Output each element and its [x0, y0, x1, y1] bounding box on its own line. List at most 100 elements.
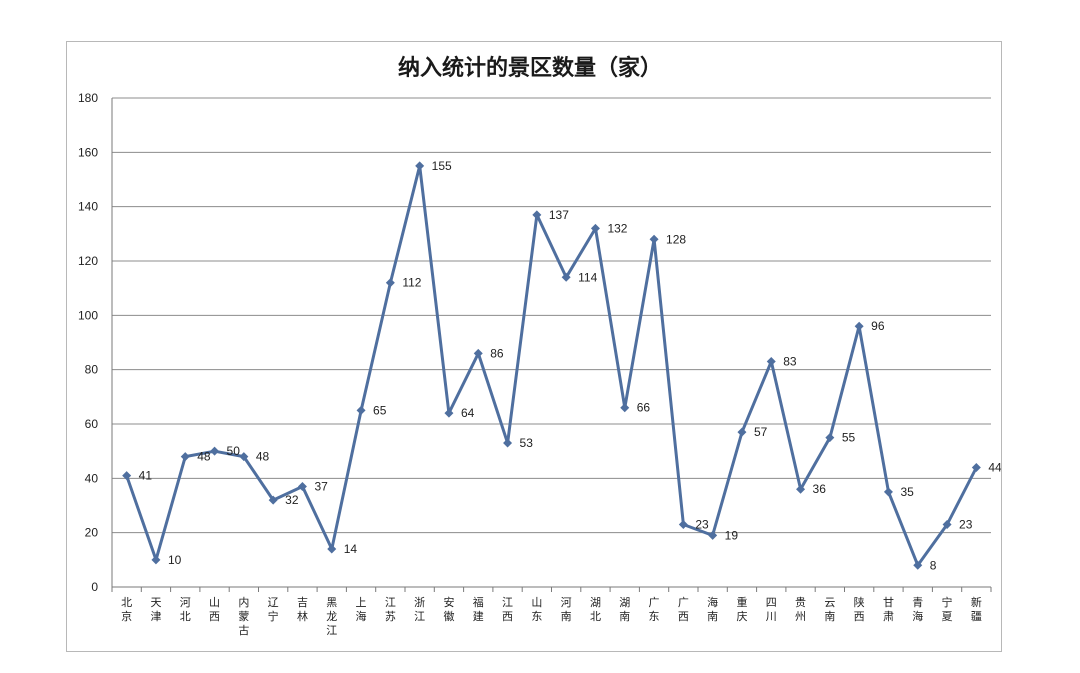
data-label: 57	[754, 425, 768, 439]
data-point	[854, 321, 864, 331]
x-tick-label-char: 海	[356, 609, 367, 623]
x-tick-label: 吉林	[297, 596, 308, 623]
x-tick-label: 山西	[209, 596, 220, 623]
x-tick-label-char: 海	[707, 595, 718, 609]
data-label: 48	[256, 450, 270, 464]
x-tick-label-char: 西	[854, 610, 865, 623]
y-tick-label: 100	[78, 308, 98, 322]
data-label: 66	[637, 401, 651, 415]
y-axis-ticks: 0 20 40 60 80 100 120 140 160 180	[78, 91, 98, 594]
x-tick-label: 广东	[649, 596, 660, 623]
data-label: 37	[314, 479, 328, 493]
x-tick-label: 浙江	[414, 596, 425, 623]
x-tick-label: 江西	[502, 596, 513, 623]
data-label: 114	[578, 270, 597, 284]
x-tick-label-char: 河	[561, 596, 572, 609]
data-point	[297, 481, 307, 491]
data-point	[327, 544, 337, 554]
data-label: 112	[402, 276, 421, 290]
x-tick-label-char: 徽	[443, 609, 454, 623]
x-tick-label: 内蒙古	[238, 595, 249, 637]
x-tick-label: 陕西	[854, 595, 865, 623]
data-point	[210, 446, 220, 456]
data-label: 41	[139, 469, 153, 483]
x-tick-label-char: 古	[238, 624, 249, 637]
data-label: 19	[725, 528, 739, 542]
data-label: 65	[373, 403, 387, 417]
x-tick-label-char: 南	[619, 610, 630, 623]
data-label: 128	[666, 232, 686, 246]
x-tick-label-char: 东	[531, 610, 542, 623]
x-tick-label: 海南	[707, 595, 718, 623]
data-label: 50	[227, 444, 241, 458]
x-tick-label: 辽宁	[268, 596, 279, 623]
data-point	[268, 495, 278, 505]
data-point	[825, 433, 835, 443]
x-tick-label-char: 津	[150, 610, 161, 623]
x-tick-label-char: 江	[326, 624, 337, 637]
y-tick-label: 160	[78, 145, 98, 159]
x-tick-label-char: 山	[531, 596, 542, 609]
axes	[111, 98, 992, 592]
x-tick-label: 北京	[121, 596, 132, 623]
data-point	[151, 555, 161, 565]
data-point	[356, 405, 366, 415]
x-tick-label: 山东	[531, 596, 542, 623]
x-tick-label: 湖南	[619, 596, 630, 623]
x-tick-label: 重庆	[736, 595, 747, 623]
x-tick-label-char: 青	[912, 596, 923, 609]
x-tick-label-char: 建	[473, 609, 484, 623]
x-tick-label: 新疆	[971, 595, 982, 623]
x-tick-label-char: 南	[707, 610, 718, 623]
data-point	[444, 408, 454, 418]
data-label: 23	[695, 518, 709, 532]
x-tick-label-char: 四	[766, 596, 777, 609]
data-point	[678, 520, 688, 530]
x-tick-label-char: 疆	[971, 610, 982, 623]
x-tick-label-char: 江	[385, 596, 396, 609]
x-tick-label: 青海	[912, 596, 923, 623]
x-tick-label-char: 庆	[736, 609, 747, 623]
x-tick-label-char: 蒙	[238, 610, 249, 623]
data-label: 10	[168, 553, 182, 567]
x-tick-label-char: 州	[795, 610, 806, 623]
data-point	[590, 223, 600, 233]
x-tick-label: 天津	[150, 596, 161, 623]
data-label: 53	[520, 436, 534, 450]
data-labels: 41 10 48 50 48 32 37 14 65 112 155 64 86 53 137 114 132 6…	[139, 159, 1001, 572]
data-label: 96	[871, 319, 885, 333]
data-point	[708, 530, 718, 540]
data-point	[239, 452, 249, 462]
x-tick-label: 福建	[473, 595, 484, 623]
x-tick-label-char: 北	[121, 596, 132, 609]
data-label: 64	[461, 406, 475, 420]
x-tick-label-char: 贵	[795, 596, 806, 609]
data-point	[766, 357, 776, 367]
data-label: 35	[900, 485, 914, 499]
data-point	[503, 438, 513, 448]
x-tick-label-char: 重	[736, 595, 747, 609]
data-point	[180, 452, 190, 462]
x-tick-label-char: 内	[238, 595, 249, 609]
chart-frame: 纳入统计的景区数量（家） 0 20 40 60 80 100 120 140 160 180 北京…	[66, 41, 1002, 652]
data-label: 155	[432, 159, 452, 173]
x-tick-label-char: 西	[502, 610, 513, 623]
x-tick-label-char: 山	[209, 596, 220, 609]
x-tick-label-char: 京	[121, 609, 132, 623]
x-tick-label-char: 西	[678, 610, 689, 623]
data-point	[883, 487, 893, 497]
data-label: 23	[959, 518, 973, 532]
x-tick-label-char: 龙	[326, 610, 337, 623]
x-tick-label-char: 海	[912, 609, 923, 623]
x-tick-label-char: 辽	[268, 596, 279, 609]
data-point	[913, 560, 923, 570]
x-tick-label-char: 北	[180, 610, 191, 623]
x-tick-label: 宁夏	[942, 595, 953, 623]
x-tick-label-char: 甘	[883, 596, 894, 609]
x-tick-label-char: 浙	[414, 596, 425, 609]
x-tick-label-char: 云	[824, 596, 835, 609]
x-tick-label-char: 川	[766, 610, 777, 623]
x-tick-label-char: 广	[678, 596, 689, 609]
series-line-layer	[125, 164, 978, 567]
